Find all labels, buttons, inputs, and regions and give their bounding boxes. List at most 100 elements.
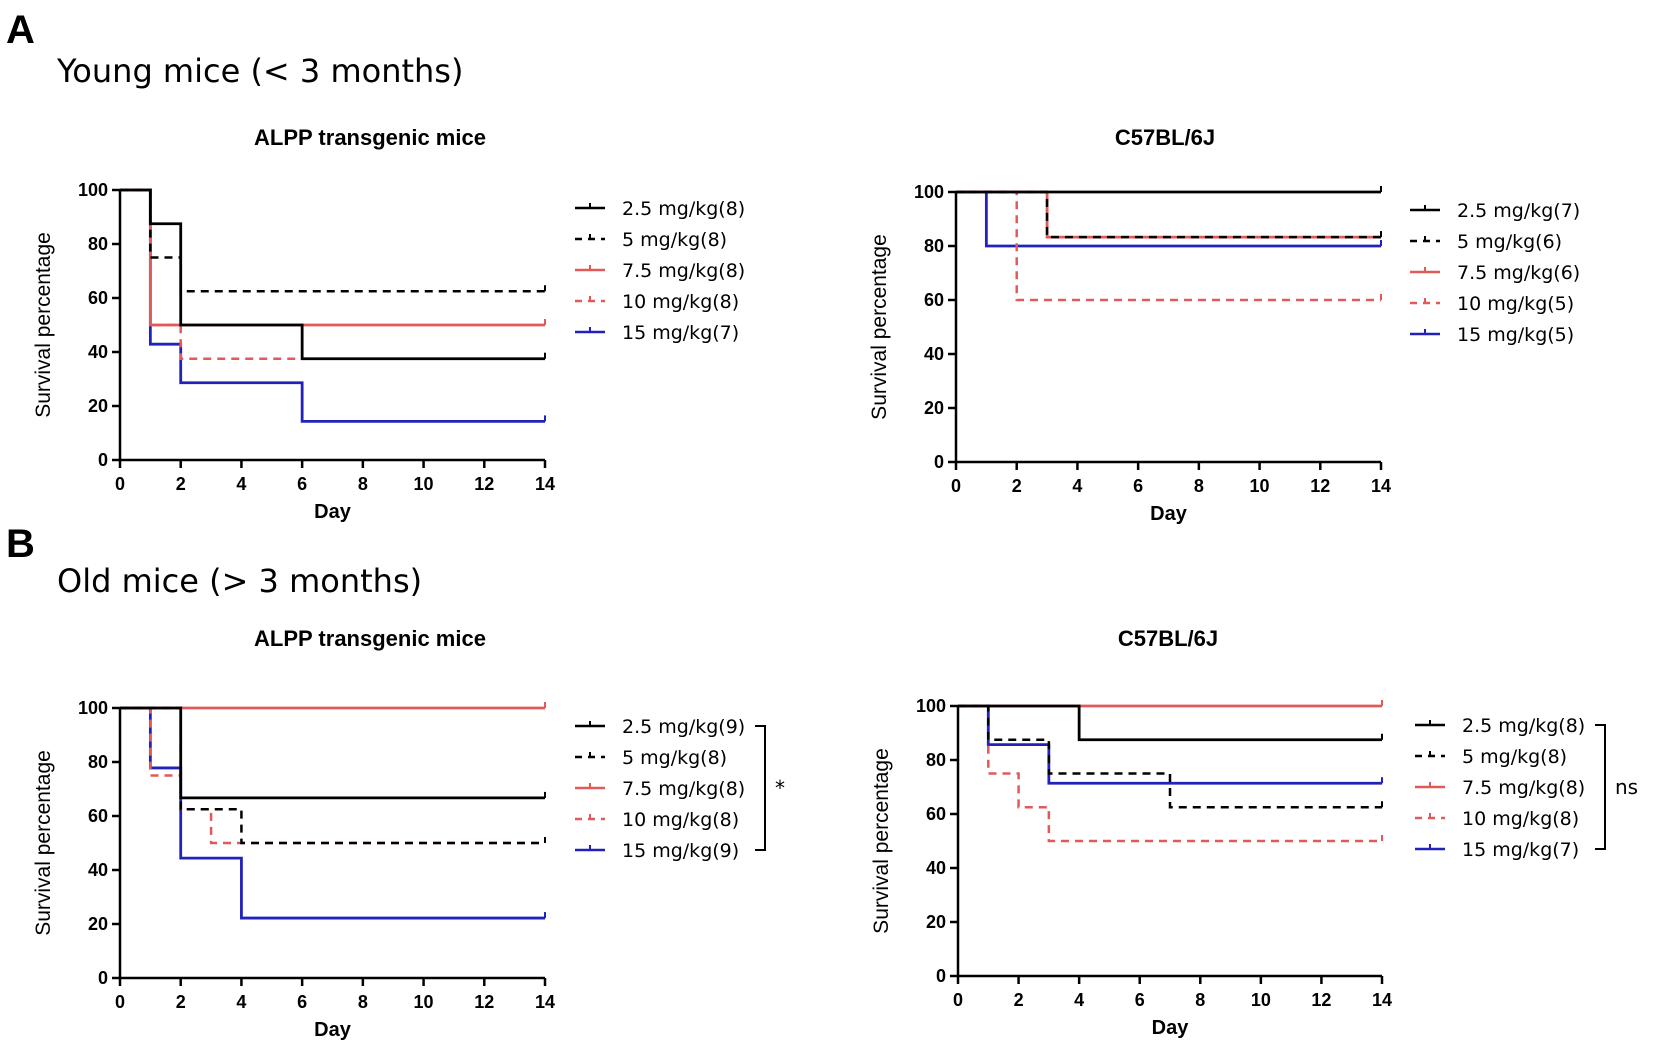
y-tick-label: 100	[916, 696, 946, 716]
y-axis-label: Survival percentage	[32, 750, 55, 936]
legend-label: 10 mg/kg(8)	[622, 291, 739, 313]
x-tick-label: 10	[1250, 476, 1270, 496]
legend-label: 5 mg/kg(8)	[622, 747, 727, 769]
legend-label: 15 mg/kg(9)	[622, 840, 739, 862]
x-tick-label: 14	[535, 992, 555, 1012]
legend-label: 2.5 mg/kg(8)	[622, 198, 745, 220]
x-axis-label: Day	[314, 1019, 352, 1041]
legend-label: 7.5 mg/kg(6)	[1457, 262, 1580, 284]
y-tick-label: 40	[926, 858, 946, 878]
x-tick-label: 12	[474, 992, 494, 1012]
y-tick-label: 20	[88, 914, 108, 934]
y-tick-label: 0	[98, 450, 108, 470]
legend-label: 15 mg/kg(5)	[1457, 324, 1574, 346]
x-axis-label: Day	[314, 501, 352, 523]
chart-a-left: ALPP transgenic mice 0 20 40 60 80 100 0 2 4 6 8 10 1…	[32, 125, 745, 523]
chart-title: ALPP transgenic mice	[254, 626, 486, 651]
y-tick-label: 80	[88, 234, 108, 254]
legend-label: 2.5 mg/kg(7)	[1457, 200, 1580, 222]
y-tick-label: 60	[926, 804, 946, 824]
x-tick-label: 8	[1195, 990, 1205, 1010]
series-line	[120, 706, 545, 800]
legend-label: 15 mg/kg(7)	[1462, 839, 1579, 861]
legend-label: 2.5 mg/kg(9)	[622, 716, 745, 738]
x-axis-label: Day	[1152, 1017, 1190, 1039]
chart-b-right: C57BL/6J 0 20 40 60 80 100 0 2 4 6 8 10 12 14 Day Surviv…	[870, 626, 1638, 1039]
legend-label: 7.5 mg/kg(8)	[622, 260, 745, 282]
legend-label: 10 mg/kg(8)	[622, 809, 739, 831]
x-tick-label: 10	[414, 474, 434, 494]
y-tick-label: 100	[78, 698, 108, 718]
y-tick-label: 0	[934, 452, 944, 472]
chart-title: ALPP transgenic mice	[254, 125, 486, 150]
significance-label: *	[775, 776, 785, 800]
x-tick-label: 0	[115, 992, 125, 1012]
x-tick-label: 0	[953, 990, 963, 1010]
series-line	[958, 704, 1382, 809]
x-tick-label: 2	[176, 474, 186, 494]
series-line	[120, 188, 545, 293]
series-line	[120, 706, 545, 920]
y-tick-label: 80	[88, 752, 108, 772]
y-tick-label: 20	[88, 396, 108, 416]
panel-subtitle-a: Young mice (< 3 months)	[57, 52, 464, 90]
legend-label: 15 mg/kg(7)	[622, 322, 739, 344]
legend-label: 5 mg/kg(8)	[1462, 746, 1567, 768]
x-tick-label: 12	[1311, 990, 1331, 1010]
y-tick-label: 60	[88, 288, 108, 308]
series-line	[120, 188, 545, 327]
chart-title: C57BL/6J	[1118, 626, 1218, 651]
x-tick-label: 4	[1074, 990, 1084, 1010]
y-axis-label: Survival percentage	[868, 234, 891, 420]
chart-a-right: C57BL/6J 0 20 40 60 80 100 0 2 4 6 8 10 12 14 Day Surviv…	[868, 125, 1580, 525]
x-tick-label: 8	[358, 474, 368, 494]
x-tick-label: 14	[1372, 990, 1392, 1010]
significance-bracket	[755, 725, 766, 851]
series-line	[120, 706, 545, 845]
series-line	[120, 188, 545, 423]
x-tick-label: 14	[535, 474, 555, 494]
x-tick-label: 4	[236, 992, 246, 1012]
x-tick-label: 0	[115, 474, 125, 494]
x-tick-label: 10	[1251, 990, 1271, 1010]
x-tick-label: 4	[1072, 476, 1082, 496]
series-line	[956, 190, 1381, 239]
legend-label: 10 mg/kg(5)	[1457, 293, 1574, 315]
y-tick-label: 100	[914, 182, 944, 202]
legend-label: 10 mg/kg(8)	[1462, 808, 1579, 830]
x-tick-label: 10	[414, 992, 434, 1012]
series-line	[958, 704, 1382, 843]
y-tick-label: 20	[926, 912, 946, 932]
y-axis-label: Survival percentage	[32, 232, 55, 418]
y-axis-label: Survival percentage	[870, 748, 893, 934]
y-tick-label: 100	[78, 180, 108, 200]
legend-label: 5 mg/kg(6)	[1457, 231, 1562, 253]
y-tick-label: 80	[924, 236, 944, 256]
y-tick-label: 20	[924, 398, 944, 418]
x-tick-label: 12	[1310, 476, 1330, 496]
x-tick-label: 2	[176, 992, 186, 1012]
x-tick-label: 8	[358, 992, 368, 1012]
y-tick-label: 60	[88, 806, 108, 826]
x-tick-label: 6	[297, 992, 307, 1012]
x-tick-label: 0	[951, 476, 961, 496]
series-line	[120, 188, 545, 360]
significance-bracket	[1595, 724, 1606, 850]
y-tick-label: 0	[98, 968, 108, 988]
x-tick-label: 6	[1133, 476, 1143, 496]
panel-letter-a: A	[6, 8, 35, 52]
chart-b-left: ALPP transgenic mice 0 20 40 60 80 100 0 2 4 6 8 10 1…	[32, 626, 785, 1041]
series-line	[958, 704, 1382, 785]
y-tick-label: 60	[924, 290, 944, 310]
x-tick-label: 14	[1371, 476, 1391, 496]
chart-title: C57BL/6J	[1115, 125, 1215, 150]
y-tick-label: 40	[88, 860, 108, 880]
x-tick-label: 6	[1135, 990, 1145, 1010]
legend-label: 5 mg/kg(8)	[622, 229, 727, 251]
y-tick-label: 40	[88, 342, 108, 362]
legend-label: 7.5 mg/kg(8)	[622, 778, 745, 800]
series-line	[120, 706, 545, 845]
x-axis-label: Day	[1150, 503, 1188, 525]
y-tick-label: 40	[924, 344, 944, 364]
